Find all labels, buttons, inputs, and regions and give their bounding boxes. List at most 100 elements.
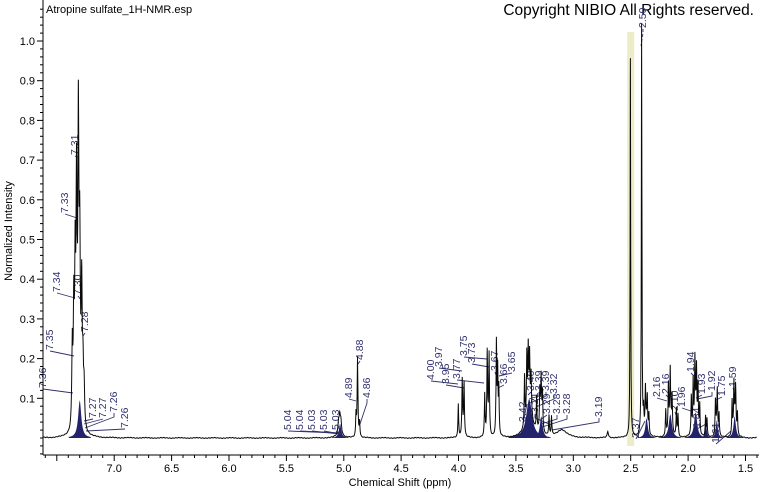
y-tick-label: 0.3 xyxy=(20,314,35,326)
peak-label-connector xyxy=(541,415,568,428)
y-tick-label: 0.9 xyxy=(20,76,35,88)
peak-label: 7.27 xyxy=(97,397,109,418)
filled-multiplet xyxy=(531,416,551,438)
peak-label-connector xyxy=(42,388,74,394)
y-tick-label: 0.4 xyxy=(20,274,35,286)
peak-label-connector xyxy=(357,360,361,365)
peak-label-connector xyxy=(348,398,357,402)
peak-label-connector xyxy=(83,418,104,425)
peak-label: 3.28 xyxy=(561,393,573,414)
x-tick-label: 5.0 xyxy=(336,463,351,475)
x-tick-label: 2.0 xyxy=(680,463,695,475)
peak-label: 1.75 xyxy=(716,375,728,396)
y-tick-label: 0.7 xyxy=(20,155,35,167)
filled-multiplet xyxy=(659,414,682,438)
peak-label-connector xyxy=(528,392,540,400)
peak-label-connector xyxy=(438,367,463,372)
peak-label: 1.92 xyxy=(706,370,718,391)
peak-label-connector xyxy=(656,397,668,402)
peak-label: 2.37 xyxy=(630,417,642,438)
y-axis-title: Normalized Intensity xyxy=(3,181,15,281)
x-axis-title: Chemical Shift (ppm) xyxy=(349,477,452,489)
peak-label: 3.95 xyxy=(440,363,452,384)
x-tick-label: 4.5 xyxy=(393,463,408,475)
peak-label: 1.94 xyxy=(685,351,697,372)
peak-label-connector xyxy=(463,356,488,360)
peak-label-connector xyxy=(551,418,600,431)
filled-multiplet xyxy=(709,420,724,438)
peak-label-connector xyxy=(64,213,78,219)
x-tick-label: 4.0 xyxy=(451,463,466,475)
peak-label: 3.73 xyxy=(466,342,478,363)
peak-label-connector xyxy=(527,391,532,396)
y-tick-label: 0.8 xyxy=(20,115,35,127)
peak-label-connector xyxy=(534,414,550,425)
peak-label-connector xyxy=(445,384,465,389)
peak-label: 5.03 xyxy=(306,409,318,430)
peak-label-connector xyxy=(696,392,713,400)
peak-label: 5.04 xyxy=(282,409,294,430)
peak-label: 7.26 xyxy=(119,407,131,428)
peak-label-connector xyxy=(49,350,75,357)
peak-label: 3.39 xyxy=(533,370,545,391)
spectrum-trace xyxy=(43,23,757,440)
y-tick-label: 1.0 xyxy=(20,36,35,48)
peak-label: 3.75 xyxy=(458,335,470,356)
peak-label-connector xyxy=(529,392,547,404)
peak-label: 2.16 xyxy=(651,376,663,397)
peak-label: 4.00 xyxy=(425,359,437,380)
filled-multiplet xyxy=(700,422,712,438)
x-tick-label: 3.0 xyxy=(566,463,581,475)
peak-label: 4.86 xyxy=(361,377,373,398)
x-tick-label: 1.5 xyxy=(738,463,753,475)
peak-label: 1.96 xyxy=(676,386,688,407)
peak-label-connector xyxy=(456,379,485,384)
peak-label: 3.29 xyxy=(541,393,553,414)
peak-label: 4.88 xyxy=(354,339,366,360)
peak-label: 5.03 xyxy=(318,409,330,430)
y-tick-label: 0.6 xyxy=(20,195,35,207)
x-tick-label: 7.0 xyxy=(107,463,122,475)
y-tick-label: 0.5 xyxy=(20,235,35,247)
peak-label: 7.28 xyxy=(79,311,91,332)
filled-multiplet xyxy=(637,418,656,438)
peak-label-connector xyxy=(471,363,490,368)
filled-multiplet xyxy=(684,412,707,438)
peak-label: 3.19 xyxy=(593,396,605,417)
copyright-text: Copyright NIBIO All Rights reserved. xyxy=(503,2,754,19)
filled-multiplet xyxy=(331,424,349,438)
filled-multiplet xyxy=(508,399,550,438)
x-tick-label: 5.5 xyxy=(279,463,294,475)
x-tick-label: 3.5 xyxy=(508,463,523,475)
peak-label: 2.50 xyxy=(637,7,649,28)
peak-label: 7.33 xyxy=(59,192,71,213)
peak-label: 7.27 xyxy=(87,397,99,418)
peak-label-connector xyxy=(696,423,707,430)
filled-multiplet xyxy=(68,400,91,438)
peak-label: 3.39 xyxy=(540,370,552,391)
peak-label: 3.97 xyxy=(433,346,445,367)
peak-label-connector xyxy=(681,407,692,412)
peak-label-connector xyxy=(540,415,558,425)
y-tick-label: 0.2 xyxy=(20,354,35,366)
y-tick-label: 0.1 xyxy=(20,393,35,405)
peak-label: 7.34 xyxy=(51,271,63,292)
peak-label-connector xyxy=(635,420,646,440)
peak-label: 1.59 xyxy=(727,366,739,387)
peak-label: 3.66 xyxy=(498,363,510,384)
peak-label: 7.35 xyxy=(44,329,56,350)
peak-label-connector xyxy=(498,372,513,377)
peak-label-connector xyxy=(56,292,76,299)
peak-label: 3.28 xyxy=(551,393,563,414)
x-tick-label: 6.5 xyxy=(164,463,179,475)
peak-label-connector xyxy=(323,430,341,435)
peak-label-connector xyxy=(715,430,732,445)
x-tick-label: 6.0 xyxy=(221,463,236,475)
peak-label: 5.04 xyxy=(294,409,306,430)
peak-label-connector xyxy=(359,399,368,425)
filled-multiplet xyxy=(726,416,743,438)
peak-label: 4.89 xyxy=(343,377,355,398)
peak-label: 7.26 xyxy=(108,391,120,412)
